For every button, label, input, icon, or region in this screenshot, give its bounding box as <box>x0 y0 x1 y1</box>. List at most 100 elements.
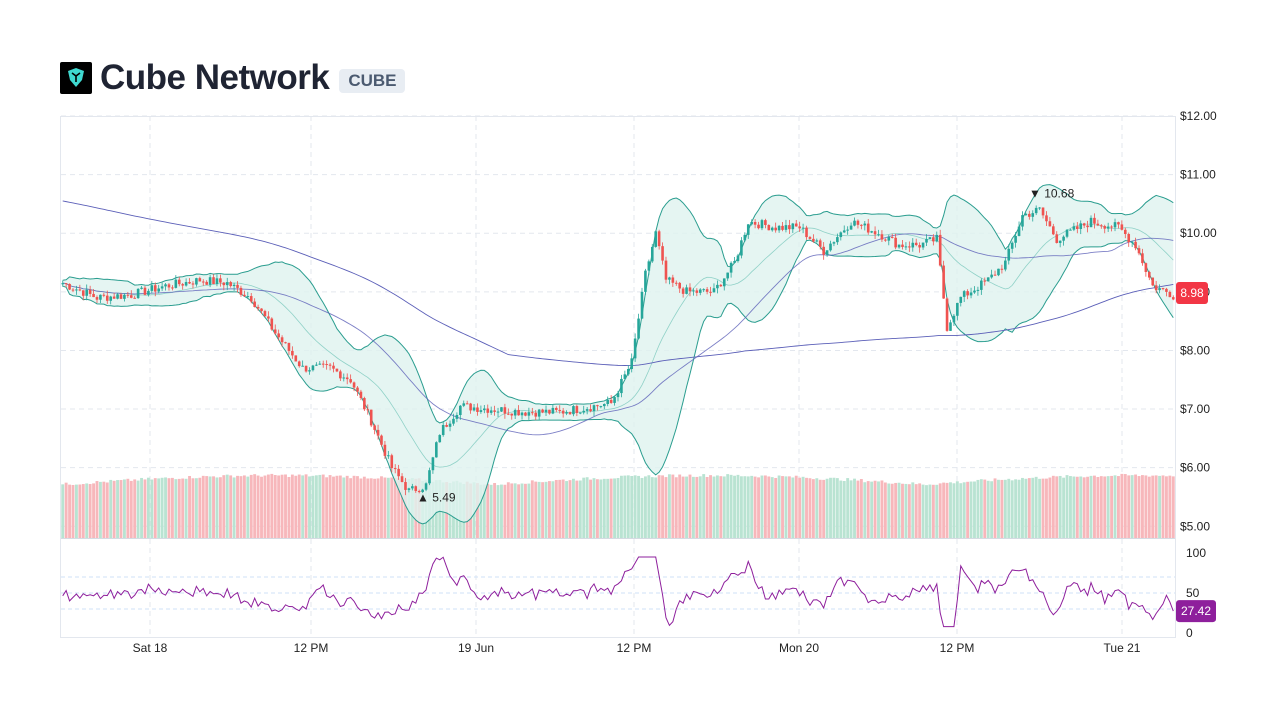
volume-bar <box>338 475 342 538</box>
rsi-tick-label: 100 <box>1186 546 1206 560</box>
candle-body <box>136 288 140 299</box>
candle-body <box>860 224 863 226</box>
volume-bar <box>122 479 126 538</box>
candle-body <box>863 223 867 226</box>
candle-body <box>411 486 414 489</box>
candle-body <box>174 279 178 288</box>
volume-bar <box>726 474 730 538</box>
candle-body <box>781 225 784 230</box>
candle-body <box>428 470 431 484</box>
candle-body <box>774 227 777 231</box>
volume-bar <box>657 475 661 538</box>
candle-body <box>880 234 884 240</box>
volume-bar <box>705 476 709 538</box>
volume-bar <box>554 479 558 538</box>
candle-body <box>188 282 191 284</box>
volume-bar <box>1137 476 1141 538</box>
volume-bar <box>1151 475 1155 538</box>
volume-bar <box>1134 474 1138 538</box>
volume-bar <box>222 475 226 538</box>
candle-body <box>661 246 664 261</box>
volume-bar <box>1117 476 1120 538</box>
candle-body <box>1127 234 1131 243</box>
volume-bar <box>1041 478 1045 538</box>
volume-bar <box>277 475 281 538</box>
volume-bar <box>198 477 202 538</box>
candle-body <box>716 284 719 289</box>
candle-body <box>798 226 801 229</box>
candle-body <box>671 277 675 283</box>
candle-body <box>383 444 387 456</box>
candle-body <box>273 329 277 334</box>
candle-body <box>397 468 400 477</box>
candle-body <box>1076 226 1079 230</box>
volume-bar <box>489 484 493 538</box>
candle-body <box>459 405 462 416</box>
candle-body <box>493 410 496 412</box>
rsi-pane <box>61 538 1175 628</box>
candle-body <box>644 270 647 292</box>
volume-bar <box>832 477 836 538</box>
volume-bar <box>242 475 246 538</box>
volume-bar <box>582 477 586 538</box>
candle-body <box>925 238 928 243</box>
candle-body <box>770 227 774 231</box>
volume-bar <box>709 475 712 538</box>
candle-body <box>1055 234 1059 243</box>
candle-body <box>877 234 880 236</box>
volume-bar <box>304 474 308 538</box>
candle-body <box>78 289 82 291</box>
candle-body <box>633 338 637 359</box>
candle-body <box>908 246 911 248</box>
candle-body <box>1021 215 1024 227</box>
volume-bar <box>791 477 795 538</box>
volume-bar <box>544 481 548 538</box>
volume-bar <box>921 484 925 538</box>
volume-bar <box>1171 476 1175 538</box>
candle-body <box>318 363 322 365</box>
volume-bar <box>674 477 678 538</box>
volume-bar <box>986 480 990 538</box>
volume-bar <box>654 477 658 538</box>
volume-bar <box>894 482 898 538</box>
volume-bar <box>95 481 99 538</box>
candle-body <box>150 285 154 291</box>
candle-body <box>818 240 822 247</box>
time-tick-label: Mon 20 <box>779 641 819 655</box>
candle-body <box>109 296 113 301</box>
price-tick-label: $7.00 <box>1180 402 1210 416</box>
rsi-tick-label: 50 <box>1186 586 1200 600</box>
ma-short-line <box>62 233 1174 436</box>
volume-bar <box>328 475 332 538</box>
volume-bar <box>359 478 363 538</box>
candle-body <box>897 244 901 248</box>
volume-bar <box>901 483 904 538</box>
candle-body <box>517 409 520 416</box>
volume-bar <box>746 476 750 538</box>
candle-body <box>534 412 538 417</box>
volume-bar <box>1120 473 1124 538</box>
volume-bar <box>798 477 802 538</box>
volume-bar <box>376 478 380 538</box>
candle-body <box>681 288 685 294</box>
volume-bar <box>239 476 243 538</box>
candle-body <box>873 231 877 235</box>
volume-bar <box>1014 479 1018 538</box>
candle-body <box>980 280 983 290</box>
volume-bar <box>859 479 863 538</box>
volume-bar <box>589 479 593 538</box>
volume-bar <box>140 477 143 538</box>
candle-body <box>575 406 579 413</box>
candle-body <box>558 409 562 411</box>
candle-body <box>952 315 956 323</box>
volume-bar <box>1010 480 1014 538</box>
volume-bar <box>92 483 96 538</box>
volume-bar <box>1144 475 1148 538</box>
candle-body <box>1144 263 1148 272</box>
candle-body <box>647 261 651 271</box>
candle-body <box>321 363 325 365</box>
chart-header: Cube Network CUBE <box>60 58 406 98</box>
candle-body <box>1161 288 1165 290</box>
candle-body <box>376 429 380 436</box>
